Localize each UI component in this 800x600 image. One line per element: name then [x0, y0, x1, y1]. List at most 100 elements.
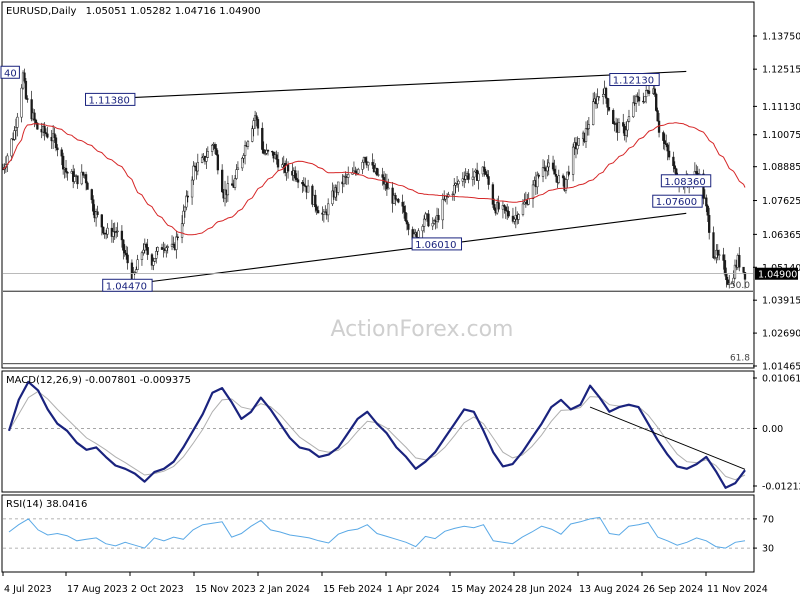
- candle-body: [431, 223, 434, 227]
- candle-body: [612, 110, 615, 125]
- candle-body: [405, 220, 409, 225]
- candle-body: [235, 169, 238, 179]
- candle-body: [180, 223, 184, 238]
- candle-body: [233, 178, 237, 188]
- candle-body: [175, 236, 178, 250]
- candle-body: [546, 166, 549, 172]
- macd-tick-label: -0.01212: [762, 482, 800, 493]
- candle-body: [140, 252, 144, 260]
- macd-line: [7, 380, 746, 489]
- macd-tick-label: 0.00: [762, 424, 783, 435]
- candle-body: [375, 167, 379, 176]
- candle-body: [471, 176, 474, 180]
- candle-body: [271, 150, 274, 153]
- candle-body: [155, 251, 158, 259]
- candle-body: [255, 115, 258, 120]
- candle-body: [275, 154, 278, 160]
- candle-body: [266, 149, 270, 152]
- x-tick-label: 1 Apr 2024: [387, 584, 440, 595]
- candle-body: [166, 246, 169, 248]
- candle-body: [315, 206, 318, 211]
- candle-body: [33, 112, 36, 121]
- candle-body: [205, 157, 208, 162]
- candle-body: [73, 176, 76, 182]
- annotation-label: 1.12130: [613, 76, 654, 87]
- rsi-tick-label: 70: [762, 514, 774, 525]
- price-tick-label: 1.06365: [762, 230, 800, 241]
- candle-body: [586, 128, 589, 130]
- current-price-label: 1.04900: [758, 270, 797, 281]
- candle-body: [190, 179, 194, 198]
- candle-body: [26, 98, 29, 100]
- rsi-layer: [3, 516, 753, 549]
- candle-body: [733, 264, 737, 279]
- candle-body: [331, 190, 334, 205]
- candle-body: [547, 162, 550, 168]
- annotation-label: 1.11380: [89, 95, 130, 106]
- candle-body: [422, 218, 426, 227]
- candle-body: [531, 184, 535, 200]
- candle-body: [402, 205, 406, 213]
- candle-body: [381, 174, 384, 178]
- candle-body: [394, 195, 397, 200]
- candle-body: [523, 201, 526, 205]
- price-header: EURUSD,Daily 1.05051 1.05282 1.04716 1.0…: [6, 6, 261, 17]
- candle-body: [503, 205, 506, 208]
- candle-body: [354, 170, 357, 173]
- macd-layer: [3, 380, 753, 489]
- candle-body: [76, 175, 79, 185]
- macd-tick-label: 0.010618: [762, 374, 800, 385]
- candle-body: [541, 167, 545, 177]
- candle-body: [728, 282, 731, 285]
- annotation-box: [85, 92, 136, 106]
- candle-body: [653, 88, 656, 95]
- trendline-1: [87, 70, 687, 101]
- candle-body: [301, 182, 304, 185]
- annotation-box: [609, 73, 660, 87]
- x-tick-label: 17 Aug 2023: [67, 584, 128, 595]
- candle-body: [337, 181, 340, 193]
- candle-body: [20, 87, 23, 118]
- candle-body: [725, 273, 728, 281]
- candle-body: [30, 99, 33, 120]
- candle-body: [713, 257, 717, 259]
- candle-body: [241, 157, 244, 169]
- price-tick-label: 1.10075: [762, 130, 800, 141]
- candle-body: [738, 255, 741, 268]
- candle-body: [64, 167, 68, 173]
- candle-body: [294, 170, 297, 179]
- candle-body: [302, 183, 305, 186]
- candle-body: [106, 227, 109, 235]
- annotation-label: 1.04470: [106, 281, 147, 292]
- candle-body: [126, 254, 129, 264]
- price-panel: [1, 1, 755, 369]
- fib-label: 61.8: [730, 354, 750, 364]
- candle-body: [170, 243, 174, 247]
- annotation-label: 1.07600: [656, 197, 697, 208]
- candle-body: [564, 179, 568, 191]
- candle-body: [10, 138, 13, 157]
- candle-body: [493, 204, 496, 210]
- candle-body: [112, 231, 115, 237]
- candle-body: [417, 230, 420, 238]
- candle-body: [314, 194, 317, 208]
- x-tick-label: 28 Jun 2024: [515, 584, 572, 595]
- candle-body: [92, 199, 95, 212]
- candle-body: [236, 167, 240, 170]
- candle-body: [551, 162, 555, 170]
- annotation-box: [652, 194, 703, 208]
- candle-body: [82, 171, 85, 176]
- candle-body: [722, 254, 725, 261]
- candle-body: [606, 97, 609, 108]
- candle-body: [242, 155, 245, 159]
- candle-body: [13, 130, 16, 140]
- candle-body: [587, 124, 591, 129]
- candle-body: [165, 247, 168, 251]
- price-tick-label: 1.02690: [762, 329, 800, 340]
- candle-body: [186, 195, 189, 198]
- x-tick-label: 15 Feb 2024: [323, 584, 382, 595]
- x-tick-label: 13 Aug 2024: [579, 584, 640, 595]
- price-annotation: 1.12130: [609, 73, 660, 87]
- candle-body: [327, 203, 330, 216]
